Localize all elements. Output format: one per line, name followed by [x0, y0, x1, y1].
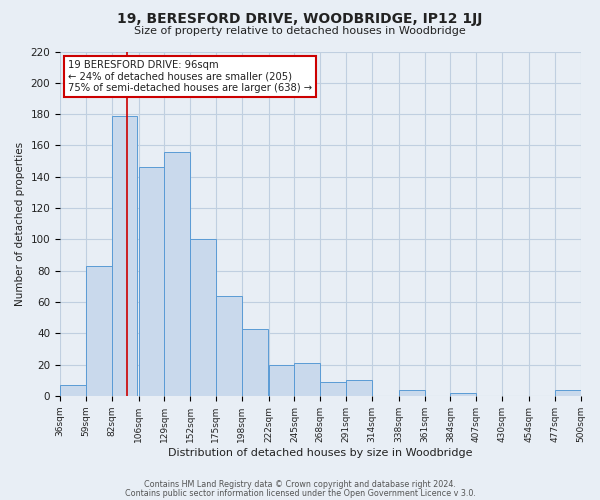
Bar	[139, 168, 164, 396]
Text: Size of property relative to detached houses in Woodbridge: Size of property relative to detached ho…	[134, 26, 466, 36]
Bar	[399, 390, 425, 396]
Bar	[112, 116, 137, 396]
Text: 19, BERESFORD DRIVE, WOODBRIDGE, IP12 1JJ: 19, BERESFORD DRIVE, WOODBRIDGE, IP12 1J…	[118, 12, 482, 26]
Bar	[555, 390, 581, 396]
Bar	[346, 380, 372, 396]
Text: Contains public sector information licensed under the Open Government Licence v : Contains public sector information licen…	[125, 488, 475, 498]
Bar	[86, 266, 112, 396]
Bar	[164, 152, 190, 396]
Bar	[190, 240, 216, 396]
Text: 19 BERESFORD DRIVE: 96sqm
← 24% of detached houses are smaller (205)
75% of semi: 19 BERESFORD DRIVE: 96sqm ← 24% of detac…	[68, 60, 312, 94]
Bar	[60, 385, 86, 396]
Bar	[295, 363, 320, 396]
Y-axis label: Number of detached properties: Number of detached properties	[15, 142, 25, 306]
Bar	[216, 296, 242, 396]
X-axis label: Distribution of detached houses by size in Woodbridge: Distribution of detached houses by size …	[168, 448, 473, 458]
Bar	[451, 392, 476, 396]
Bar	[242, 328, 268, 396]
Bar	[269, 364, 295, 396]
Text: Contains HM Land Registry data © Crown copyright and database right 2024.: Contains HM Land Registry data © Crown c…	[144, 480, 456, 489]
Bar	[320, 382, 346, 396]
